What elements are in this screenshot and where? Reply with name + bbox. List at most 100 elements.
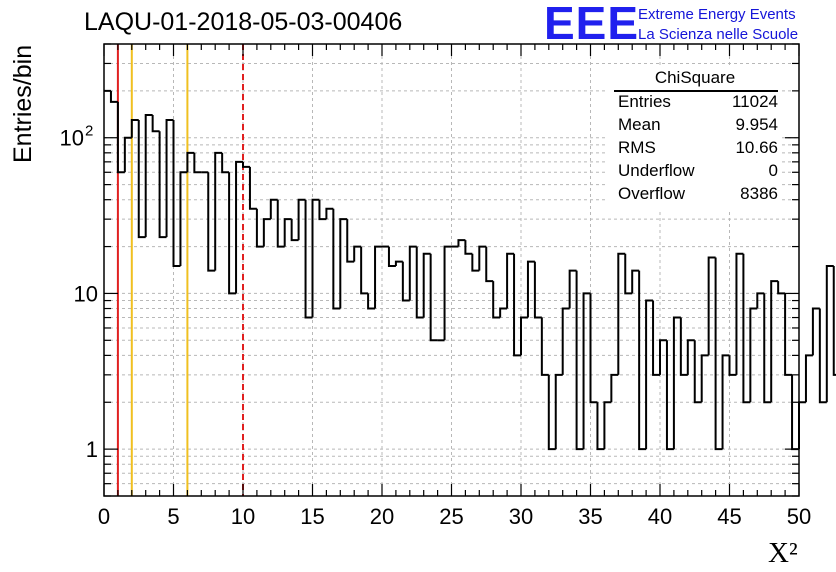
histogram-bin <box>151 114 160 133</box>
histogram-bin <box>589 293 598 404</box>
histogram-bin <box>763 293 772 404</box>
histogram-bin <box>346 219 355 263</box>
histogram-bin <box>784 293 793 376</box>
histogram-bin <box>735 252 744 375</box>
histogram-bin <box>290 219 299 242</box>
histogram-bin <box>172 119 181 268</box>
histogram-bin <box>596 402 605 451</box>
histogram-bin <box>401 261 410 302</box>
y-tick-label: 10 <box>60 126 84 151</box>
histogram-bin <box>492 281 501 319</box>
x-tick-label: 20 <box>370 504 394 529</box>
histogram-bin <box>728 355 737 376</box>
histogram-bin <box>130 118 139 138</box>
histogram-bin <box>242 161 250 168</box>
stats-value: 10.66 <box>735 138 778 157</box>
histogram-bin <box>228 172 237 295</box>
stats-value: 11024 <box>731 92 778 111</box>
x-tick-label: 5 <box>167 504 179 529</box>
histogram-bin <box>825 265 834 403</box>
histogram-bin <box>360 246 369 295</box>
histogram-bin <box>624 253 633 295</box>
histogram-bin <box>311 198 320 318</box>
stats-key: Overflow <box>618 184 686 203</box>
histogram-bin <box>186 151 195 173</box>
histogram-bin <box>339 218 348 309</box>
stats-row-mean: Mean 9.954 <box>618 115 778 138</box>
x-axis-label: X² <box>768 537 798 569</box>
histogram-bin <box>791 374 799 451</box>
stats-value: 9.954 <box>735 115 778 134</box>
x-tick-label: 25 <box>439 504 463 529</box>
y-axis-label: Entries/bin <box>9 44 37 163</box>
histogram-bin <box>811 307 820 356</box>
histogram-bin <box>304 199 313 319</box>
histogram-bin <box>610 373 619 403</box>
x-tick-label: 35 <box>578 504 602 529</box>
histogram-bin <box>540 317 549 376</box>
histogram-bin <box>526 260 535 318</box>
stats-key: Mean <box>618 115 661 134</box>
stats-value: 8386 <box>740 184 778 203</box>
histogram-bin <box>645 299 654 450</box>
histogram <box>104 89 836 451</box>
x-tick-label: 10 <box>231 504 255 529</box>
histogram-bin <box>485 246 494 283</box>
histogram-bin <box>457 239 466 247</box>
x-tick-label: 15 <box>300 504 324 529</box>
histogram-bin <box>631 269 640 294</box>
histogram-bin <box>707 256 716 356</box>
histogram-bin <box>582 292 591 450</box>
y-tick-exponent: 2 <box>85 123 93 140</box>
stats-row-overflow: Overflow 8386 <box>618 184 778 207</box>
histogram-bin <box>804 354 813 403</box>
y-tick-label: 10 <box>74 281 98 306</box>
stats-key: RMS <box>618 138 656 157</box>
histogram-bin <box>756 292 765 309</box>
histogram-bin <box>693 340 702 404</box>
histogram-bin <box>325 207 334 220</box>
histogram-bin <box>123 136 132 173</box>
stats-row-entries: Entries 11024 <box>618 92 778 115</box>
histogram-bin <box>742 253 751 404</box>
histogram-bin <box>568 269 577 309</box>
histogram-bin <box>686 339 695 375</box>
histogram-bin <box>798 401 806 450</box>
x-tick-label: 40 <box>648 504 672 529</box>
histogram-bin <box>262 218 271 247</box>
histogram-bin <box>235 160 243 294</box>
histogram-bin <box>332 208 341 310</box>
histogram-bin <box>158 131 167 239</box>
run-title: LAQU-01-2018-05-03-00406 <box>84 8 403 36</box>
histogram-bin <box>464 240 473 255</box>
histogram-bin <box>499 307 508 318</box>
histogram-bin <box>672 316 681 450</box>
histogram-bin <box>700 354 709 403</box>
histogram-bin <box>429 253 438 342</box>
histogram-bin <box>617 252 626 375</box>
histogram-bin <box>818 308 827 404</box>
histogram-bin <box>471 253 480 272</box>
histogram-bin <box>269 198 278 220</box>
histogram-bin <box>367 293 376 310</box>
y-tick-label: 1 <box>86 437 98 462</box>
stats-title: ChiSquare <box>654 68 736 87</box>
histogram-bin <box>353 245 362 262</box>
histogram-bin <box>207 172 216 272</box>
logo-line-1: Extreme Energy Events <box>638 6 796 23</box>
stats-key: Entries <box>618 92 671 111</box>
histogram-bin <box>749 307 758 403</box>
histogram-bin <box>478 245 487 271</box>
reference-lines <box>116 44 244 496</box>
histogram-bin <box>214 151 223 271</box>
histogram-bin <box>659 339 667 375</box>
x-tick-label: 50 <box>787 504 811 529</box>
histogram-bin <box>506 252 515 309</box>
histogram-bin <box>832 266 836 376</box>
stats-row-rms: RMS 10.66 <box>618 138 778 161</box>
histogram-bin <box>513 253 521 357</box>
histogram-bin <box>547 374 556 451</box>
histogram-bin <box>116 101 125 174</box>
